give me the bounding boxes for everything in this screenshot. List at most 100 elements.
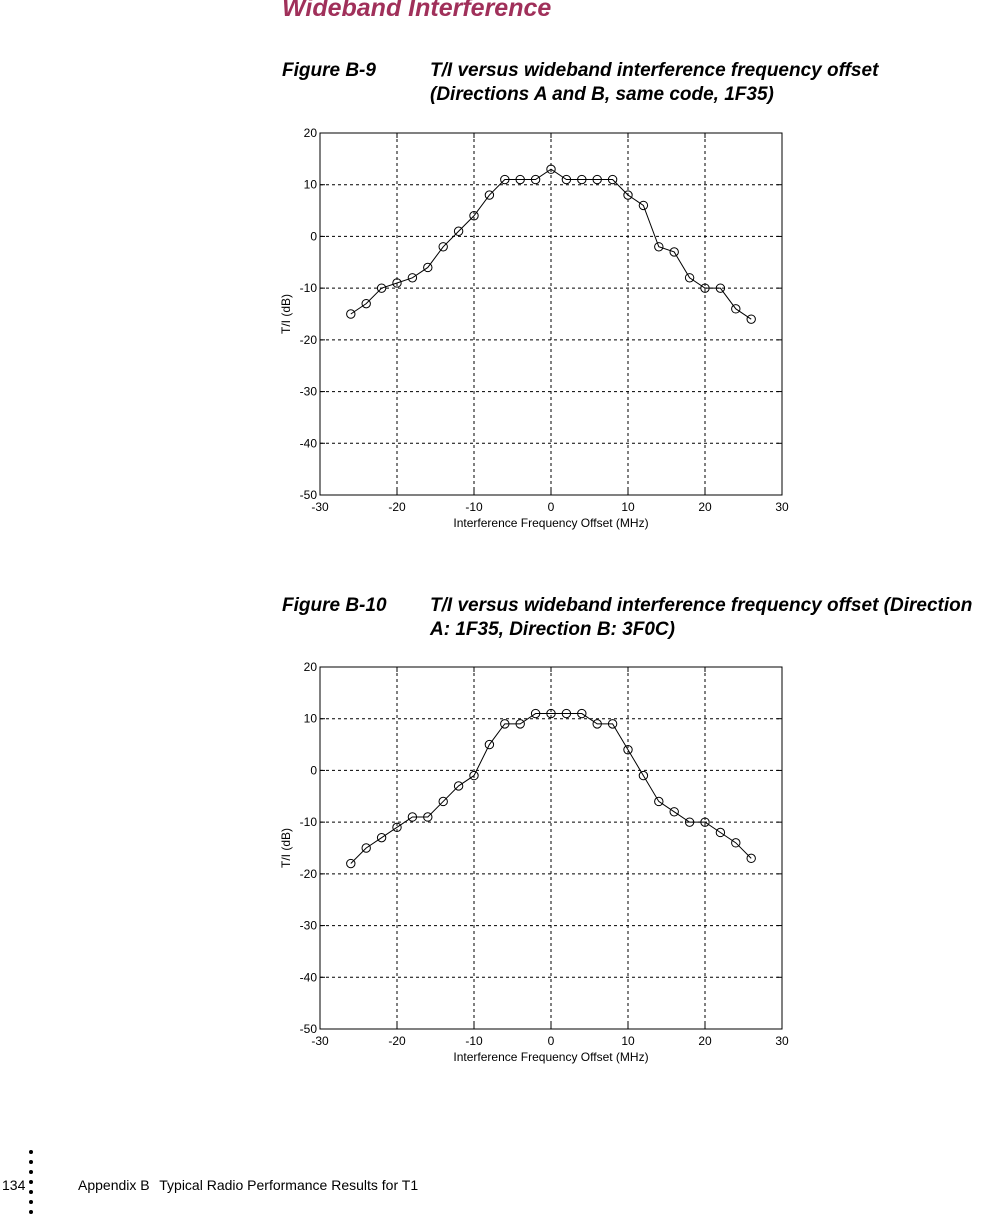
data-point xyxy=(469,770,479,781)
figure-label-b10: Figure B-10 xyxy=(282,595,387,616)
data-point xyxy=(746,853,756,864)
data-point xyxy=(438,242,448,252)
data-point xyxy=(546,164,556,174)
data-point xyxy=(392,278,402,288)
data-point xyxy=(500,719,510,729)
data-point xyxy=(623,745,633,755)
data-point xyxy=(453,781,464,791)
data-point xyxy=(638,770,649,781)
data-point xyxy=(515,174,525,185)
data-point xyxy=(438,796,448,807)
data-point xyxy=(407,273,418,283)
y-tick-label: -40 xyxy=(300,436,318,450)
data-point xyxy=(530,174,541,185)
y-tick-label: 20 xyxy=(304,126,318,140)
data-point xyxy=(500,174,510,185)
chart-b10: -30 -20 -10 0 10 20 30 -50 -40 -30 -20 -10 0 10 20 Inte… xyxy=(279,660,789,1064)
x-tick-label: 20 xyxy=(698,1034,712,1048)
data-point xyxy=(731,838,741,848)
data-point xyxy=(715,283,726,293)
data-point xyxy=(376,832,387,843)
page-number: 134 xyxy=(2,1177,26,1193)
footer-appendix: Appendix B xyxy=(78,1177,150,1193)
y-tick-label: 10 xyxy=(304,178,318,192)
data-point xyxy=(669,807,679,817)
section-title: Wideband Interference xyxy=(282,0,552,22)
data-point xyxy=(561,708,572,719)
y-tick-label: 20 xyxy=(304,660,318,674)
x-tick-label: 10 xyxy=(621,1034,635,1048)
data-point xyxy=(392,822,402,833)
y-tick-label: -20 xyxy=(300,333,318,347)
data-point xyxy=(530,708,541,719)
y-tick-label: -50 xyxy=(300,1022,318,1036)
data-point xyxy=(700,283,710,293)
y-axis-label: T/I (dB) xyxy=(279,294,293,334)
data-point xyxy=(684,273,695,283)
data-point xyxy=(407,812,418,822)
series-line xyxy=(350,713,752,864)
data-point xyxy=(592,174,602,185)
figure-label-b9: Figure B-9 xyxy=(282,60,376,81)
series-line xyxy=(350,168,752,320)
data-point xyxy=(700,817,710,827)
figure-caption-line: A: 1F35, Direction B: 3F0C) xyxy=(430,619,675,640)
chart-b9: -30 -20 -10 0 10 20 30 -50 -40 -30 -20 -10 0 10 20 Inte… xyxy=(279,126,789,530)
figure-caption-b9: T/I versus wideband interference frequen… xyxy=(430,59,988,107)
y-tick-label: -30 xyxy=(300,385,318,399)
data-point xyxy=(669,247,679,257)
figure-caption-line: T/I versus wideband interference frequen… xyxy=(430,595,973,616)
figure-caption-line: T/I versus wideband interference frequen… xyxy=(430,60,879,81)
data-point xyxy=(469,211,479,221)
y-tick-label: -50 xyxy=(300,488,318,502)
data-point xyxy=(607,719,618,729)
y-tick-label: -30 xyxy=(300,919,318,933)
y-tick-label: -10 xyxy=(300,281,318,295)
x-tick-label: -30 xyxy=(311,1034,329,1048)
x-tick-label: 0 xyxy=(548,1034,555,1048)
y-tick-label: 0 xyxy=(310,763,317,777)
data-point xyxy=(561,174,572,185)
data-point xyxy=(376,283,387,293)
data-point xyxy=(453,226,464,236)
figure-caption-line: (Directions A and B, same code, 1F35) xyxy=(430,84,774,105)
x-tick-label: 30 xyxy=(775,500,789,514)
data-point xyxy=(361,298,371,309)
data-point xyxy=(546,708,556,719)
data-point xyxy=(577,174,587,185)
data-point xyxy=(592,719,602,729)
data-point xyxy=(638,200,649,211)
x-tick-label: -10 xyxy=(465,1034,483,1048)
data-point xyxy=(715,827,726,838)
data-point xyxy=(484,190,495,200)
x-tick-label: 0 xyxy=(548,500,555,514)
margin-dots xyxy=(29,1150,35,1220)
x-tick-label: -20 xyxy=(388,1034,406,1048)
footer-title: Typical Radio Performance Results for T1 xyxy=(159,1177,419,1193)
x-tick-label: 10 xyxy=(621,500,635,514)
figure-caption-b10: T/I versus wideband interference frequen… xyxy=(430,594,988,642)
running-footer: Appendix B Typical Radio Performance Res… xyxy=(78,1177,424,1193)
data-point xyxy=(423,812,433,822)
data-point xyxy=(346,309,356,319)
y-tick-label: 0 xyxy=(310,229,317,243)
data-point xyxy=(623,190,633,200)
x-tick-label: -10 xyxy=(465,500,483,514)
data-point xyxy=(684,817,695,827)
data-point xyxy=(423,262,433,273)
data-point xyxy=(731,304,741,314)
x-tick-label: -30 xyxy=(311,500,329,514)
data-point xyxy=(484,739,495,750)
y-tick-label: 10 xyxy=(304,712,318,726)
x-axis-label: Interference Frequency Offset (MHz) xyxy=(453,1050,648,1064)
y-axis-label: T/I (dB) xyxy=(279,828,293,868)
x-tick-label: -20 xyxy=(388,500,406,514)
data-point xyxy=(346,858,356,869)
x-axis-label: Interference Frequency Offset (MHz) xyxy=(453,516,648,530)
y-tick-label: -10 xyxy=(300,815,318,829)
x-tick-label: 30 xyxy=(775,1034,789,1048)
data-point xyxy=(654,242,664,252)
data-point xyxy=(746,314,756,324)
data-point xyxy=(361,843,371,853)
data-point xyxy=(577,708,587,719)
